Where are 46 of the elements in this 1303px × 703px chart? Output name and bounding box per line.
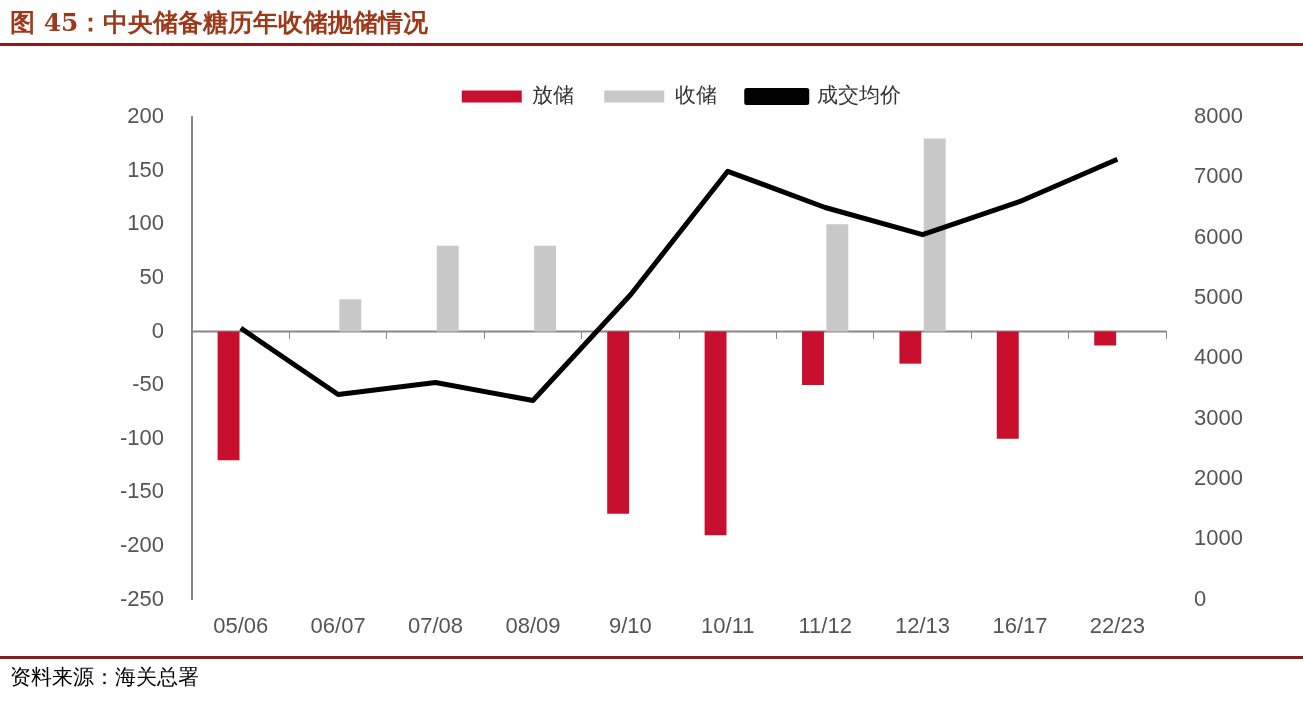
x-tick-label: 08/09 [505,612,561,638]
y2-tick-label: 3000 [1194,404,1244,430]
y2-tick-label: 4000 [1194,344,1244,370]
y2-tick-label: 6000 [1194,223,1244,249]
bar [996,331,1019,439]
bar [217,331,240,461]
bar [339,299,362,332]
legend-label: 放储 [532,82,575,107]
y-tick-label: -250 [119,585,165,611]
x-tick-label: 05/06 [213,612,269,638]
y2-tick-label: 7000 [1194,163,1244,189]
x-tick-label: 07/08 [408,612,464,638]
legend-label: 成交均价 [817,82,902,107]
chart-title: 图 45：中央储备糖历年收储抛储情况 [0,0,1303,46]
bar [826,224,849,332]
x-tick-label: 06/07 [310,612,366,638]
y2-tick-label: 5000 [1194,284,1244,310]
y2-tick-label: 1000 [1194,525,1244,551]
y-tick-label: 0 [151,317,165,343]
bar [436,245,459,332]
y-tick-label: 200 [127,103,165,129]
bar [704,331,727,536]
legend-label: 收储 [674,82,717,107]
y2-tick-label: 0 [1194,585,1207,611]
bar [1094,331,1117,346]
y-tick-label: 50 [139,263,165,289]
text: 资料来源：海关总署 [0,656,1303,695]
bar [607,331,630,514]
y-tick-label: -100 [119,424,165,450]
x-tick-label: 9/10 [608,612,652,638]
y-tick-label: -50 [132,371,165,397]
y-tick-label: -150 [119,478,165,504]
bar [899,331,922,364]
bar [802,331,824,386]
bar [534,245,557,332]
y-tick-label: 100 [127,210,165,236]
x-tick-label: 12/13 [895,612,951,638]
y2-tick-label: 8000 [1194,103,1244,129]
bar [923,138,946,332]
x-tick-label: 11/12 [798,612,852,638]
y-tick-label: -200 [119,532,165,558]
y-tick-label: 150 [127,156,165,182]
x-tick-label: 10/11 [701,612,755,638]
y2-tick-label: 2000 [1194,465,1244,491]
x-tick-label: 16/17 [992,612,1048,638]
x-tick-label: 22/23 [1089,612,1145,638]
